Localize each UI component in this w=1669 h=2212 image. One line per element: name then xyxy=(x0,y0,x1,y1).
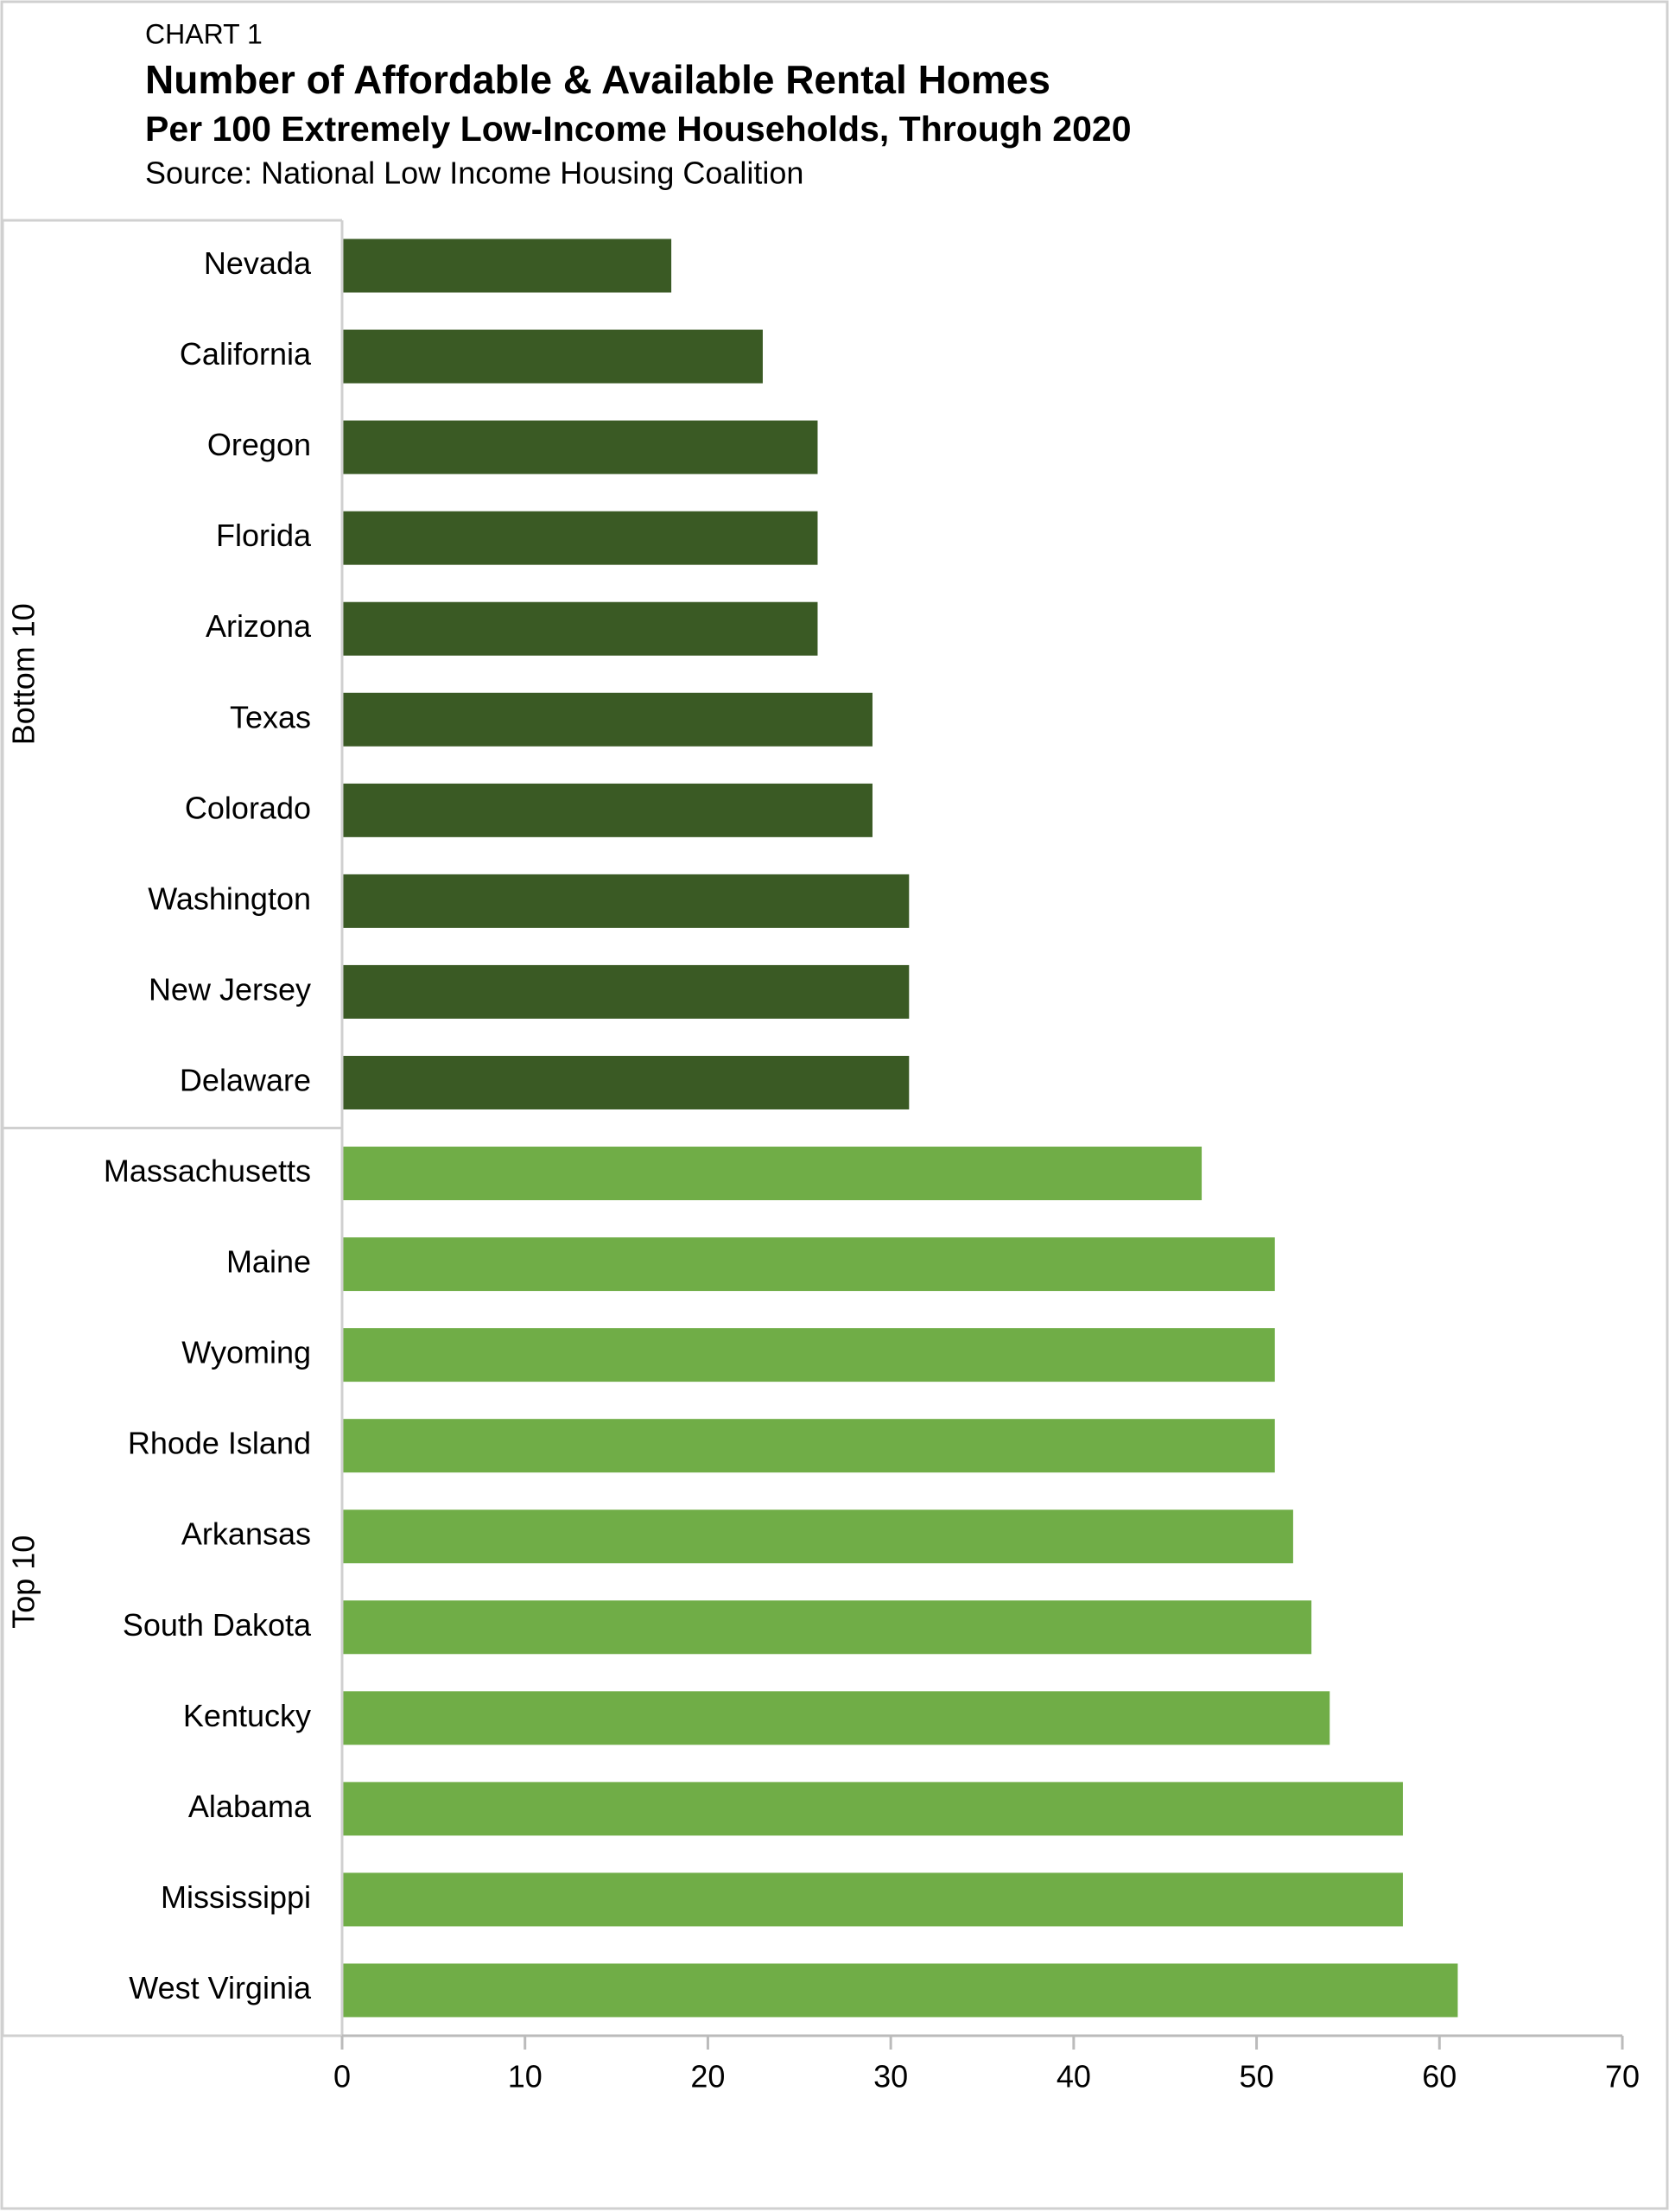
bar xyxy=(342,1147,1203,1201)
category-label: Nevada xyxy=(204,245,312,281)
bar xyxy=(342,1419,1275,1473)
chart-title: Number of Affordable & Available Rental … xyxy=(145,57,1050,102)
chart-label: CHART 1 xyxy=(145,18,263,49)
group-label: Bottom 10 xyxy=(6,603,41,745)
category-label: Mississippi xyxy=(161,1879,311,1915)
bar xyxy=(342,511,818,565)
x-tick-label: 50 xyxy=(1240,2059,1274,2094)
bar xyxy=(342,1963,1458,2018)
bar xyxy=(342,1872,1403,1927)
category-label: Rhode Island xyxy=(128,1426,311,1461)
category-label: New Jersey xyxy=(149,971,311,1007)
category-label: Alabama xyxy=(188,1789,312,1824)
bar xyxy=(342,1782,1403,1836)
category-label: Maine xyxy=(226,1244,311,1280)
category-label: Wyoming xyxy=(181,1335,311,1370)
x-tick-label: 30 xyxy=(873,2059,908,2094)
category-label: Arkansas xyxy=(181,1516,311,1552)
bar xyxy=(342,329,763,384)
x-tick-label: 10 xyxy=(508,2059,543,2094)
bar xyxy=(342,1510,1293,1564)
bar xyxy=(342,1328,1275,1382)
category-label: Texas xyxy=(230,699,311,734)
x-tick-label: 40 xyxy=(1057,2059,1091,2094)
x-tick-label: 70 xyxy=(1605,2059,1640,2094)
category-label: Washington xyxy=(148,880,311,916)
bar xyxy=(342,874,910,928)
x-tick-label: 60 xyxy=(1422,2059,1456,2094)
bar xyxy=(342,1055,910,1109)
x-tick-label: 0 xyxy=(333,2059,351,2094)
group-label: Top 10 xyxy=(6,1535,41,1629)
category-label: Florida xyxy=(216,518,312,553)
x-tick-label: 20 xyxy=(690,2059,725,2094)
bar xyxy=(342,1600,1312,1655)
bar xyxy=(342,1237,1275,1292)
bar xyxy=(342,964,910,1019)
chart-source: Source: National Low Income Housing Coal… xyxy=(145,156,803,191)
category-label: Oregon xyxy=(207,427,311,462)
category-label: West Virginia xyxy=(129,1970,312,2005)
bar xyxy=(342,601,818,656)
bar xyxy=(342,420,818,474)
category-label: Massachusetts xyxy=(104,1154,311,1189)
category-label: California xyxy=(180,336,312,372)
category-label: Delaware xyxy=(180,1062,311,1097)
bar xyxy=(342,238,672,293)
bar xyxy=(342,783,873,837)
category-label: Arizona xyxy=(206,608,312,644)
chart-subtitle: Per 100 Extremely Low-Income Households,… xyxy=(145,109,1132,149)
category-label: Kentucky xyxy=(183,1698,311,1733)
category-label: Colorado xyxy=(185,790,311,825)
bar xyxy=(342,1691,1330,1745)
bar xyxy=(342,692,873,747)
category-label: South Dakota xyxy=(123,1607,312,1643)
